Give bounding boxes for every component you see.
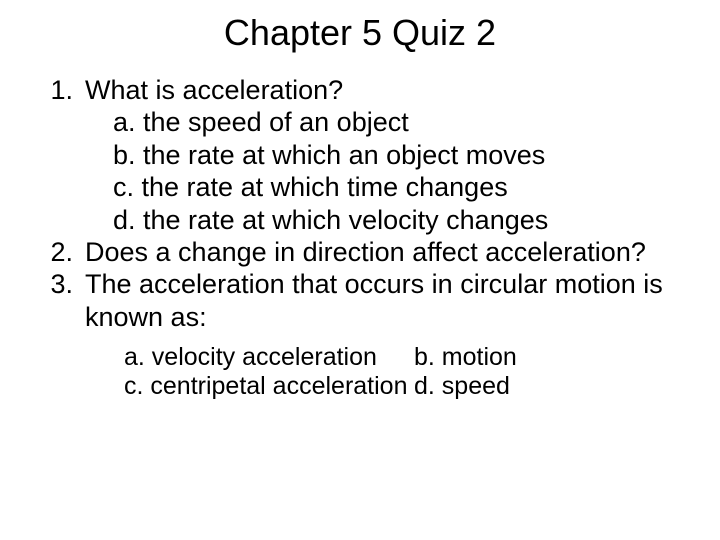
choice-b: b. the rate at which an object moves: [113, 139, 690, 171]
question-body: Does a change in direction affect accele…: [85, 236, 690, 268]
question-body: The acceleration that occurs in circular…: [85, 268, 690, 333]
q3-row-2: c. centripetal acceleration d. speed: [124, 372, 690, 401]
question-text: The acceleration that occurs in circular…: [85, 269, 663, 331]
choice-d: d. the rate at which velocity changes: [113, 204, 690, 236]
choice-a: a. the speed of an object: [113, 106, 690, 138]
question-2: 2. Does a change in direction affect acc…: [30, 236, 690, 268]
question-body: What is acceleration? a. the speed of an…: [85, 74, 690, 236]
choice-c: c. the rate at which time changes: [113, 171, 690, 203]
question-text: Does a change in direction affect accele…: [85, 237, 646, 267]
question-1: 1. What is acceleration? a. the speed of…: [30, 74, 690, 236]
question-number: 2.: [30, 236, 85, 268]
question-number: 3.: [30, 268, 85, 333]
question-3: 3. The acceleration that occurs in circu…: [30, 268, 690, 333]
choice-b: b. motion: [414, 343, 690, 372]
choice-list: a. the speed of an object b. the rate at…: [85, 106, 690, 236]
slide-title: Chapter 5 Quiz 2: [30, 12, 690, 54]
choice-c: c. centripetal acceleration: [124, 372, 414, 401]
slide-container: Chapter 5 Quiz 2 1. What is acceleration…: [0, 0, 720, 401]
question-list: 1. What is acceleration? a. the speed of…: [30, 74, 690, 333]
q3-row-1: a. velocity acceleration b. motion: [124, 343, 690, 372]
choice-d: d. speed: [414, 372, 690, 401]
choice-a: a. velocity acceleration: [124, 343, 414, 372]
question-number: 1.: [30, 74, 85, 236]
question-text: What is acceleration?: [85, 75, 343, 105]
q3-choice-block: a. velocity acceleration b. motion c. ce…: [30, 343, 690, 401]
